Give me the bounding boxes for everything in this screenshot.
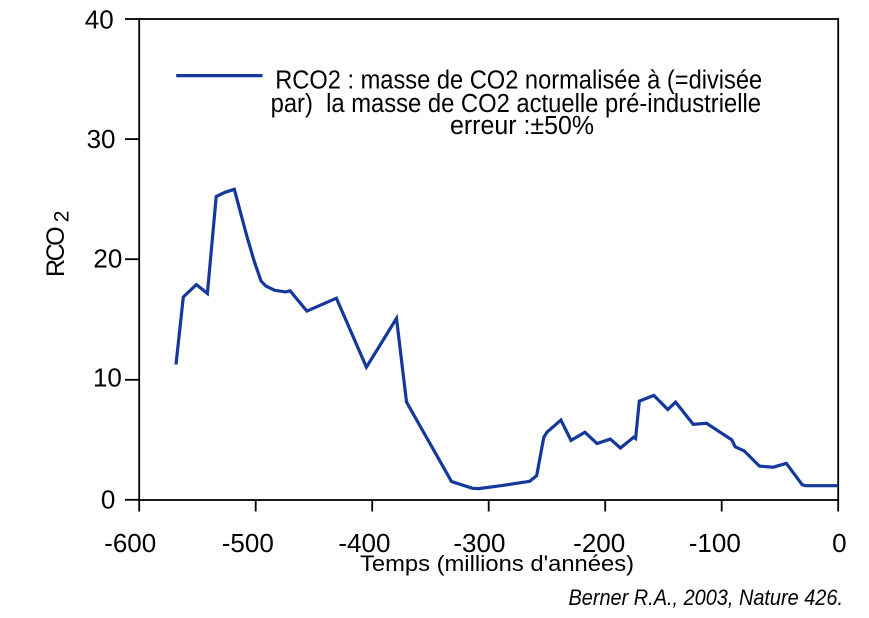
svg-text:30: 30 (87, 124, 116, 154)
svg-text:20: 20 (93, 243, 122, 273)
svg-text:-200: -200 (573, 528, 625, 558)
svg-text:40: 40 (85, 4, 114, 34)
svg-text:RCO2: RCO2 (42, 211, 73, 277)
svg-text:RCO2 : masse de CO2 normalisée: RCO2 : masse de CO2 normalisée à (=divis… (275, 66, 762, 94)
svg-text:Berner R.A., 2003, Nature 426.: Berner R.A., 2003, Nature 426. (569, 585, 844, 610)
svg-text:0: 0 (832, 528, 846, 558)
svg-text:erreur :±50%: erreur :±50% (450, 112, 594, 140)
svg-text:-300: -300 (453, 528, 505, 558)
svg-text:10: 10 (93, 363, 122, 393)
svg-text:par) la masse de CO2 actuelle: par) la masse de CO2 actuelle pré-indust… (271, 90, 761, 118)
svg-text:-400: -400 (338, 528, 390, 558)
svg-text:Temps (millions d'années): Temps (millions d'années) (360, 551, 634, 576)
svg-text:0: 0 (101, 485, 115, 515)
svg-text:-100: -100 (689, 528, 741, 558)
svg-text:-600: -600 (104, 528, 156, 558)
svg-text:-500: -500 (222, 528, 274, 558)
